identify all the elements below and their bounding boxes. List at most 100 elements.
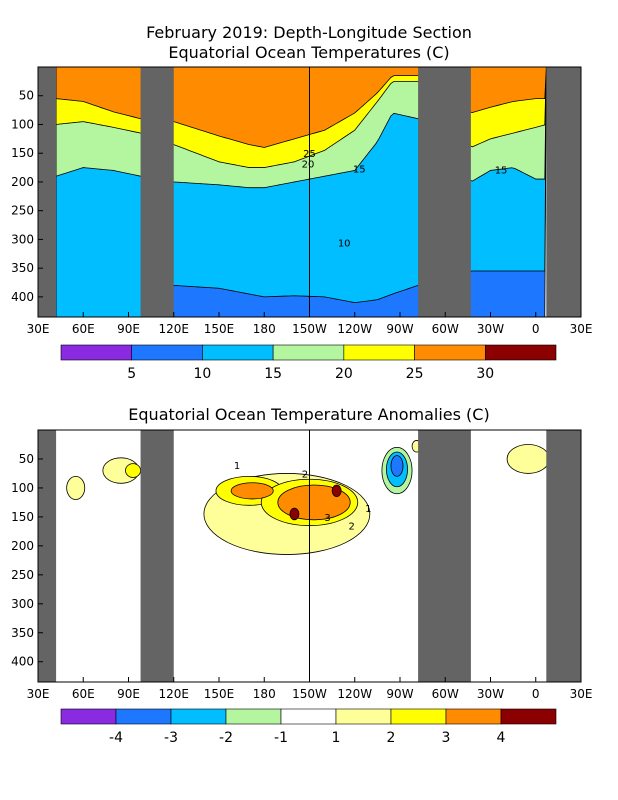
bottom-contour-label: 3 xyxy=(324,513,330,524)
bottom-ytick-label: 350 xyxy=(11,626,34,640)
anomaly-region xyxy=(290,508,299,520)
figure-canvas: February 2019: Depth-Longitude Section E… xyxy=(0,0,618,800)
bottom-contour-label: 1 xyxy=(365,504,371,515)
bottom-colorbar-label: -4 xyxy=(109,730,123,746)
top-ytick-label: 150 xyxy=(11,146,34,160)
anomaly-region xyxy=(507,444,549,473)
top-colorbar-swatch xyxy=(61,345,132,360)
top-xtick-label: 60E xyxy=(72,322,95,336)
top-xtick-label: 90E xyxy=(117,322,140,336)
top-xtick-label: 30W xyxy=(477,322,504,336)
bottom-contour-label: 2 xyxy=(302,469,308,480)
bottom-xtick-label: 60E xyxy=(72,687,95,701)
top-xtick-label: 0 xyxy=(532,322,540,336)
top-colorbar-label: 5 xyxy=(127,366,136,382)
top-chart-title: February 2019: Depth-Longitude Section xyxy=(146,23,472,42)
top-ytick-label: 400 xyxy=(11,290,34,304)
bottom-colorbar-swatch xyxy=(446,709,501,724)
bottom-xtick-label: 150E xyxy=(204,687,235,701)
top-ytick-label: 300 xyxy=(11,232,34,246)
top-xtick-label: 30E xyxy=(27,322,50,336)
bottom-colorbar-label: 3 xyxy=(442,730,451,746)
top-colorbar-swatch xyxy=(344,345,415,360)
bottom-xtick-label: 180 xyxy=(253,687,276,701)
bottom-ytick-label: 100 xyxy=(11,481,34,495)
bottom-xtick-label: 90W xyxy=(386,687,413,701)
top-ytick-label: 200 xyxy=(11,175,34,189)
bottom-colorbar-label: -2 xyxy=(219,730,233,746)
bottom-ytick-label: 250 xyxy=(11,568,34,582)
bottom-colorbar-label: -1 xyxy=(274,730,288,746)
top-xtick-label: 120E xyxy=(159,322,190,336)
bottom-land-mask xyxy=(141,430,174,682)
bottom-ytick-label: 150 xyxy=(11,510,34,524)
top-xtick-label: 120W xyxy=(337,322,372,336)
bottom-land-mask xyxy=(418,430,471,682)
top-xtick-label: 180 xyxy=(253,322,276,336)
bottom-colorbar-swatch xyxy=(391,709,446,724)
top-colorbar-swatch xyxy=(202,345,273,360)
bottom-xtick-label: 120E xyxy=(159,687,190,701)
bottom-land-mask xyxy=(546,430,581,682)
bottom-colorbar-label: -3 xyxy=(164,730,178,746)
top-colorbar-swatch xyxy=(132,345,203,360)
bottom-contour-label: 2 xyxy=(349,522,355,533)
bottom-colorbar-swatch xyxy=(226,709,281,724)
bottom-xtick-label: 30E xyxy=(27,687,50,701)
bottom-colorbar-swatch xyxy=(281,709,336,724)
bottom-xtick-label: 150W xyxy=(292,687,327,701)
bottom-xtick-label: 0 xyxy=(532,687,540,701)
bottom-land-mask xyxy=(38,430,56,682)
bottom-xtick-label: 30E xyxy=(570,687,593,701)
bottom-ytick-label: 300 xyxy=(11,597,34,611)
bottom-colorbar-label: 4 xyxy=(497,730,506,746)
top-colorbar-swatch xyxy=(415,345,486,360)
bottom-ytick-label: 50 xyxy=(19,452,34,466)
anomaly-region xyxy=(125,464,140,478)
bottom-colorbar-swatch xyxy=(116,709,171,724)
top-xtick-label: 90W xyxy=(386,322,413,336)
top-land-mask xyxy=(38,67,56,317)
top-xtick-label: 150W xyxy=(292,322,327,336)
bottom-ytick-label: 200 xyxy=(11,539,34,553)
anomaly-region xyxy=(391,455,403,476)
top-colorbar-label: 20 xyxy=(335,366,353,382)
top-land-mask xyxy=(546,67,581,317)
bottom-colorbar-swatch xyxy=(171,709,226,724)
top-chart-subtitle: Equatorial Ocean Temperatures (C) xyxy=(168,43,449,62)
top-ytick-label: 350 xyxy=(11,261,34,275)
anomaly-region xyxy=(231,483,273,499)
top-contour-label: 15 xyxy=(495,165,508,176)
anomaly-region xyxy=(67,476,85,499)
top-colorbar-swatch xyxy=(273,345,344,360)
top-colorbar: 5 10 15 20 25 30 xyxy=(61,345,556,382)
bottom-colorbar-swatch xyxy=(501,709,556,724)
top-land-mask xyxy=(418,67,471,317)
bottom-xtick-label: 90E xyxy=(117,687,140,701)
top-ytick-label: 100 xyxy=(11,117,34,131)
bottom-colorbar: -4 -3 -2 -1 1 2 3 4 xyxy=(61,709,556,746)
top-contour-label: 20 xyxy=(302,160,315,171)
top-colorbar-label: 15 xyxy=(264,366,282,382)
top-xtick-label: 150E xyxy=(204,322,235,336)
bottom-colorbar-swatch xyxy=(61,709,116,724)
bottom-colorbar-label: 2 xyxy=(387,730,396,746)
bottom-colorbar-label: 1 xyxy=(332,730,341,746)
top-contour-label: 15 xyxy=(353,165,366,176)
top-colorbar-label: 10 xyxy=(194,366,212,382)
bottom-xtick-label: 120W xyxy=(337,687,372,701)
top-colorbar-label: 25 xyxy=(406,366,424,382)
top-colorbar-swatch xyxy=(485,345,556,360)
top-xtick-label: 60W xyxy=(432,322,459,336)
top-ytick-label: 50 xyxy=(19,89,34,103)
top-ytick-label: 250 xyxy=(11,204,34,218)
anomaly-region xyxy=(332,485,341,497)
top-land-mask xyxy=(141,67,174,317)
bottom-colorbar-swatch xyxy=(336,709,391,724)
top-colorbar-label: 30 xyxy=(476,366,494,382)
bottom-xtick-label: 30W xyxy=(477,687,504,701)
bottom-xtick-label: 60W xyxy=(432,687,459,701)
bottom-chart-title: Equatorial Ocean Temperature Anomalies (… xyxy=(128,405,489,424)
bottom-ytick-label: 400 xyxy=(11,655,34,669)
bottom-contour-label: 1 xyxy=(234,461,240,472)
